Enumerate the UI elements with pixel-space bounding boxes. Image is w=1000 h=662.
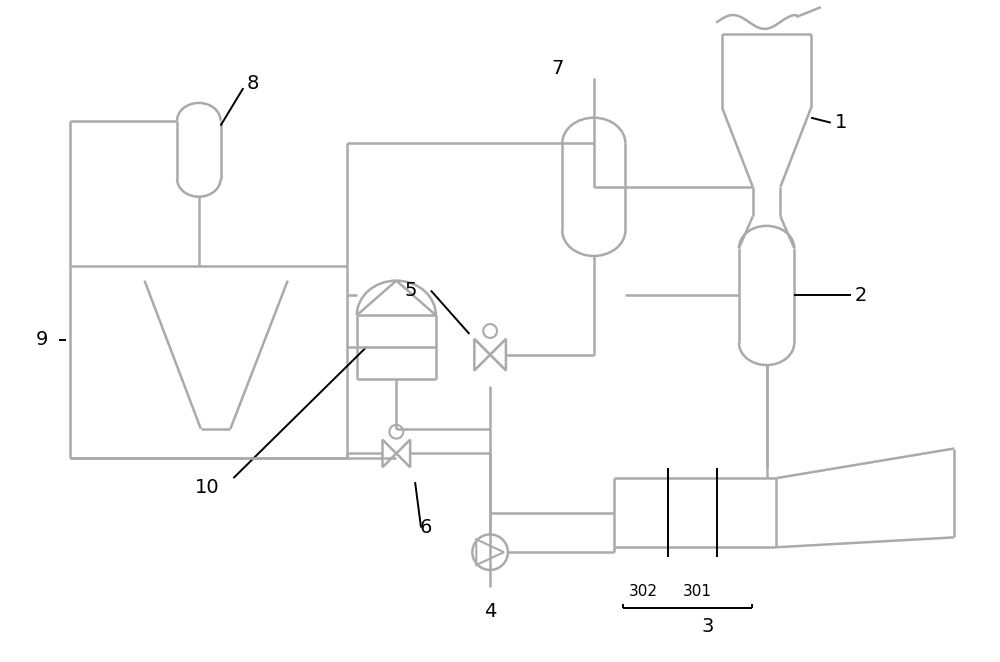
Text: 6: 6 (420, 518, 432, 537)
Polygon shape (490, 339, 506, 371)
Text: 301: 301 (683, 584, 712, 599)
Text: 7: 7 (551, 59, 563, 78)
Text: 5: 5 (405, 281, 417, 300)
Text: 10: 10 (194, 479, 219, 498)
Text: 2: 2 (854, 286, 867, 305)
Polygon shape (382, 440, 396, 467)
Polygon shape (396, 440, 410, 467)
Text: 302: 302 (629, 584, 658, 599)
Text: 9: 9 (36, 330, 48, 350)
Polygon shape (474, 339, 490, 371)
Text: 4: 4 (484, 602, 496, 621)
Text: 8: 8 (247, 73, 259, 93)
Text: 1: 1 (834, 113, 847, 132)
Text: 3: 3 (701, 617, 714, 636)
